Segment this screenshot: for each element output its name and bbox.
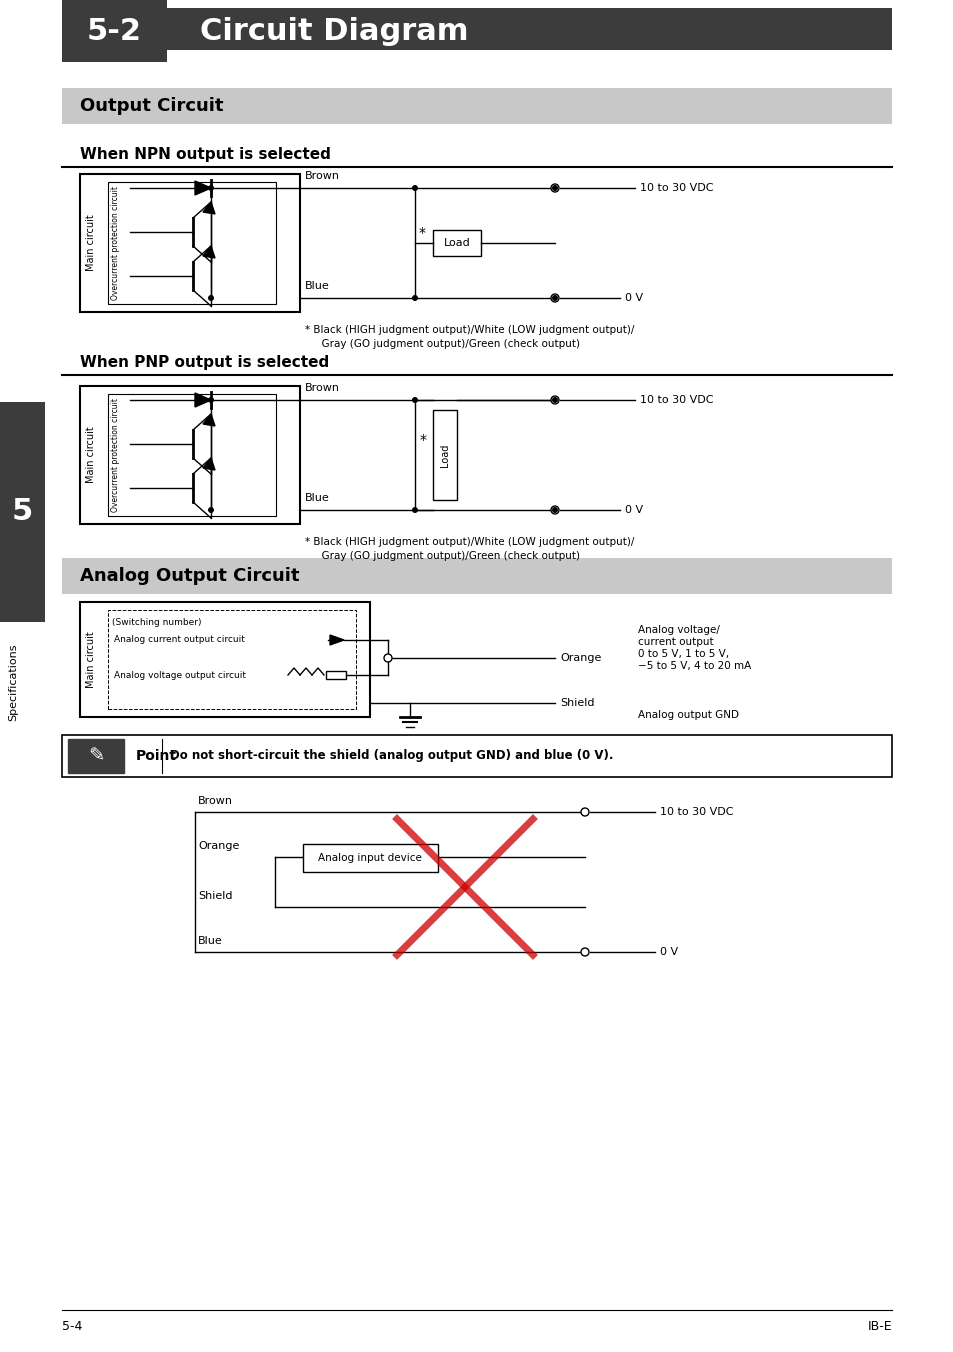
Circle shape: [412, 295, 417, 301]
Circle shape: [551, 184, 558, 192]
Text: Point: Point: [136, 749, 177, 763]
Text: Overcurrent protection circuit: Overcurrent protection circuit: [112, 397, 120, 512]
Text: IB-E: IB-E: [866, 1321, 891, 1333]
Text: * Black (HIGH judgment output)/White (LOW judgment output)/: * Black (HIGH judgment output)/White (LO…: [305, 537, 634, 548]
Text: 10 to 30 VDC: 10 to 30 VDC: [639, 395, 713, 406]
Text: Analog output GND: Analog output GND: [638, 710, 739, 721]
Text: When NPN output is selected: When NPN output is selected: [80, 146, 331, 161]
Circle shape: [552, 295, 558, 301]
Bar: [0, 402, 45, 622]
Text: Specifications: Specifications: [8, 644, 18, 721]
Circle shape: [551, 293, 558, 301]
Text: Analog input device: Analog input device: [317, 853, 421, 863]
Text: Orange: Orange: [198, 841, 239, 850]
Text: 5-4: 5-4: [62, 1321, 82, 1333]
Polygon shape: [203, 246, 214, 258]
Text: 5-2: 5-2: [87, 16, 141, 46]
Circle shape: [551, 396, 558, 404]
Bar: [62, 0, 167, 62]
Circle shape: [412, 507, 417, 512]
Text: Main circuit: Main circuit: [86, 215, 96, 272]
Bar: [167, 8, 891, 50]
Text: (Switching number): (Switching number): [112, 618, 201, 627]
Text: 0 to 5 V, 1 to 5 V,: 0 to 5 V, 1 to 5 V,: [638, 649, 728, 658]
Bar: [108, 393, 275, 516]
Bar: [433, 410, 456, 500]
Text: Circuit Diagram: Circuit Diagram: [200, 16, 468, 46]
Bar: [303, 844, 437, 872]
Text: Analog voltage/: Analog voltage/: [638, 625, 720, 635]
Text: Load: Load: [439, 443, 450, 466]
Bar: [80, 602, 370, 717]
Polygon shape: [203, 201, 214, 214]
Text: −5 to 5 V, 4 to 20 mA: −5 to 5 V, 4 to 20 mA: [638, 661, 750, 671]
Circle shape: [552, 507, 558, 512]
Text: 0 V: 0 V: [624, 506, 642, 515]
Text: Brown: Brown: [198, 796, 233, 806]
Text: * Black (HIGH judgment output)/White (LOW judgment output)/: * Black (HIGH judgment output)/White (LO…: [305, 324, 634, 335]
Text: Brown: Brown: [305, 383, 339, 393]
Text: 0 V: 0 V: [624, 293, 642, 303]
Text: Load: Load: [443, 238, 470, 247]
Circle shape: [412, 185, 417, 191]
Text: Main circuit: Main circuit: [86, 427, 96, 484]
Circle shape: [580, 948, 588, 956]
Text: Analog current output circuit: Analog current output circuit: [113, 635, 245, 645]
Circle shape: [552, 185, 558, 191]
Polygon shape: [203, 458, 214, 470]
Text: When PNP output is selected: When PNP output is selected: [80, 354, 329, 369]
Bar: [80, 174, 299, 312]
Bar: [68, 740, 124, 773]
Text: ✎: ✎: [88, 746, 104, 765]
Circle shape: [208, 295, 213, 301]
Text: Shield: Shield: [559, 698, 594, 708]
Circle shape: [552, 397, 558, 403]
Text: Gray (GO judgment output)/Green (check output): Gray (GO judgment output)/Green (check o…: [314, 339, 579, 349]
Circle shape: [580, 808, 588, 817]
Text: 10 to 30 VDC: 10 to 30 VDC: [639, 183, 713, 193]
Polygon shape: [194, 393, 211, 407]
Bar: [62, 735, 891, 777]
Text: 5: 5: [11, 498, 32, 526]
Text: Orange: Orange: [559, 653, 600, 662]
Text: Gray (GO judgment output)/Green (check output): Gray (GO judgment output)/Green (check o…: [314, 552, 579, 561]
Text: Blue: Blue: [305, 493, 330, 503]
Text: Analog voltage output circuit: Analog voltage output circuit: [113, 671, 246, 680]
Text: Analog Output Circuit: Analog Output Circuit: [80, 566, 299, 585]
Text: 10 to 30 VDC: 10 to 30 VDC: [659, 807, 733, 817]
Bar: [108, 183, 275, 304]
Circle shape: [208, 397, 213, 403]
Text: Do not short-circuit the shield (analog output GND) and blue (0 V).: Do not short-circuit the shield (analog …: [170, 749, 613, 763]
Text: current output: current output: [638, 637, 713, 648]
Text: Overcurrent protection circuit: Overcurrent protection circuit: [112, 187, 120, 300]
Polygon shape: [330, 635, 344, 645]
Text: Blue: Blue: [198, 936, 222, 946]
Polygon shape: [203, 414, 214, 426]
Text: Brown: Brown: [305, 170, 339, 181]
Circle shape: [208, 185, 213, 191]
Circle shape: [551, 506, 558, 514]
Circle shape: [208, 507, 213, 512]
Text: Shield: Shield: [198, 891, 233, 900]
Circle shape: [384, 654, 392, 662]
Bar: [433, 230, 480, 256]
Text: *: *: [418, 226, 426, 241]
Text: Output Circuit: Output Circuit: [80, 97, 223, 115]
Bar: [80, 387, 299, 525]
Text: *: *: [419, 433, 427, 448]
Bar: [62, 88, 891, 124]
Bar: [326, 671, 346, 679]
Text: 0 V: 0 V: [659, 946, 678, 957]
Polygon shape: [194, 181, 211, 195]
Circle shape: [412, 397, 417, 403]
Bar: [62, 558, 891, 594]
Text: Blue: Blue: [305, 281, 330, 291]
Bar: [108, 610, 355, 708]
Text: Main circuit: Main circuit: [86, 631, 96, 688]
